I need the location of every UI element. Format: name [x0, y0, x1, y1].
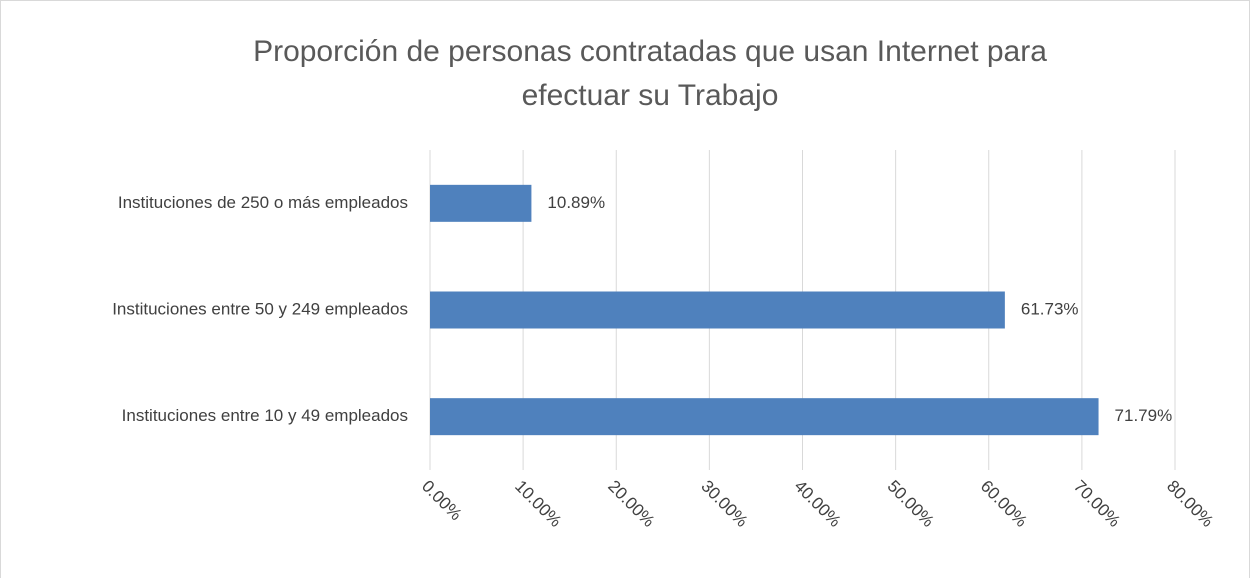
bar: [430, 184, 532, 222]
chart-title: Proporción de personas contratadas que u…: [253, 35, 1047, 112]
x-tick-label: 60.00%: [977, 477, 1031, 531]
y-tick-label: Instituciones entre 50 y 249 empleados: [112, 299, 408, 318]
bar: [430, 398, 1099, 436]
bar: [430, 291, 1005, 329]
x-tick-label: 40.00%: [791, 477, 845, 531]
data-label: 10.89%: [547, 193, 605, 212]
x-tick-label: 80.00%: [1163, 477, 1217, 531]
data-label: 61.73%: [1021, 299, 1079, 318]
x-tick-label: 70.00%: [1070, 477, 1124, 531]
x-tick-label: 30.00%: [697, 477, 751, 531]
x-tick-label: 0.00%: [418, 477, 466, 525]
x-tick-label: 10.00%: [511, 477, 565, 531]
x-tick-label: 50.00%: [884, 477, 938, 531]
data-label: 71.79%: [1115, 406, 1173, 425]
y-tick-label: Instituciones de 250 o más empleados: [118, 193, 408, 212]
y-tick-label: Instituciones entre 10 y 49 empleados: [122, 406, 408, 425]
x-tick-label: 20.00%: [604, 477, 658, 531]
